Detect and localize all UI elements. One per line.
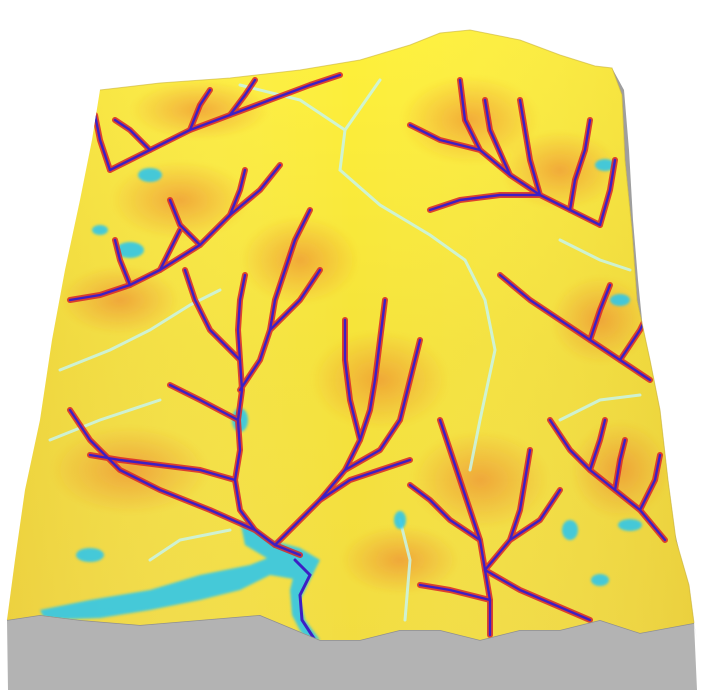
- ridge-lines: [48, 78, 642, 622]
- terrain-outline: [99, 29, 695, 624]
- channel-network-core: [68, 73, 667, 637]
- terrain-base-front: [7, 615, 697, 690]
- main-outlet-channel: [293, 558, 317, 640]
